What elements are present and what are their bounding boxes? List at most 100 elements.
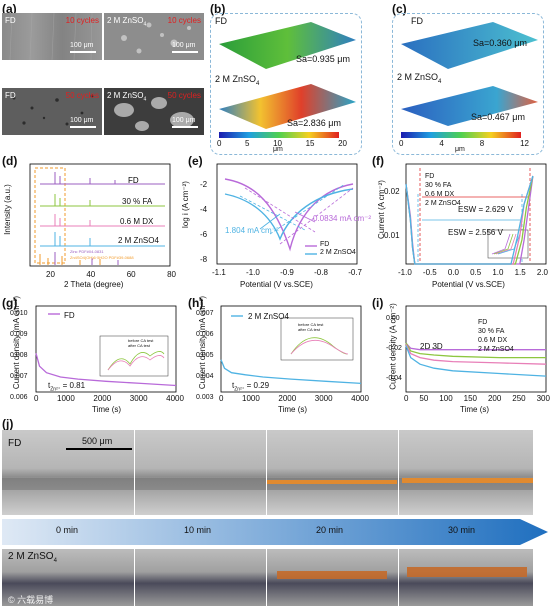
dendrite-overlay bbox=[402, 478, 533, 483]
sem-cycles-label: 50 cycles bbox=[65, 91, 99, 100]
surface-znso4-label: 2 M ZnSO4 bbox=[397, 72, 442, 85]
colorbar bbox=[401, 132, 521, 138]
series-line-fd bbox=[405, 342, 546, 351]
panel-f-label: (f) bbox=[372, 154, 384, 168]
series-line-fd bbox=[35, 353, 177, 387]
scale-bar bbox=[70, 126, 96, 128]
legend-fd: FD bbox=[478, 319, 488, 326]
x-tick: 3000 bbox=[129, 394, 148, 403]
x-tick: 40 bbox=[86, 270, 96, 279]
colorbar-tick: 0 bbox=[399, 139, 404, 148]
optical-row-znso4: 2 M ZnSO4 © 六载易博 bbox=[2, 549, 533, 606]
tzn-label: tZn²⁺ = 0.81 bbox=[48, 381, 86, 393]
lsv-xticks: -1.0 -0.5 0.0 0.5 1.0 1.5 2.0 bbox=[398, 268, 548, 277]
x-tick: 0.5 bbox=[470, 268, 482, 277]
x-tick: 1.0 bbox=[492, 268, 504, 277]
y-tick: 0.007 bbox=[10, 373, 28, 380]
sem-cycles-label: 10 cycles bbox=[65, 16, 99, 25]
xrd-legend-dx: 0.6 M DX bbox=[120, 217, 154, 226]
surface-fd bbox=[219, 22, 356, 69]
colorbar-ticks: 0 5 10 15 20 bbox=[217, 139, 347, 148]
y-tick: 0.008 bbox=[10, 352, 28, 359]
colorbar-tick: 4 bbox=[439, 139, 444, 148]
y-tick: 0.005 bbox=[196, 352, 214, 359]
dendrite-overlay bbox=[407, 567, 527, 577]
ca-yticks: 0.007 0.006 0.005 0.004 0.003 bbox=[196, 303, 214, 408]
xrd-legend-znso4: 2 M ZnSO4 bbox=[118, 236, 159, 245]
lsv-xlabel: Potential (V vs.SCE) bbox=[432, 280, 505, 289]
scale-bar bbox=[172, 126, 198, 128]
lsv-legend-znso4: 2 M ZnSO4 bbox=[425, 200, 461, 207]
scale-bar-label: 100 μm bbox=[70, 42, 94, 49]
optical-znso4-label: 2 M ZnSO4 bbox=[8, 551, 57, 564]
x-tick: -1.0 bbox=[246, 268, 260, 277]
y-tick: -6 bbox=[200, 230, 208, 239]
y-tick: 0.007 bbox=[196, 310, 214, 317]
x-tick: 50 bbox=[419, 394, 429, 403]
lsv-legend-dx: 0.6 M DX bbox=[425, 191, 455, 198]
xrd-ylabel: Intensity (a.u.) bbox=[2, 184, 12, 235]
ca-xticks: 0 1000 2000 3000 4000 bbox=[34, 394, 184, 403]
lsv-yticks: 0.02 0.01 bbox=[384, 170, 400, 258]
tafel-legend-fd: FD bbox=[320, 241, 330, 248]
eis-inset-legend: before CA test after CA test bbox=[298, 322, 324, 332]
x-tick: 2000 bbox=[93, 394, 112, 403]
legend-fa: 30 % FA bbox=[478, 328, 505, 335]
xrd-series-znso4 bbox=[40, 232, 165, 247]
panel-j-label: (j) bbox=[2, 417, 14, 431]
ca-xlabel: Time (s) bbox=[278, 405, 308, 414]
surface-fd-label: FD bbox=[215, 16, 227, 26]
x-tick: 0 bbox=[34, 394, 39, 403]
panel-d-label: (d) bbox=[2, 154, 18, 168]
x-tick: 250 bbox=[512, 394, 526, 403]
time-30: 30 min bbox=[448, 525, 476, 535]
y-tick: 0.02 bbox=[384, 187, 400, 196]
panel-i-label: (i) bbox=[372, 296, 384, 310]
tafel-xticks: -1.1 -1.0 -0.9 -0.8 -0.7 bbox=[212, 268, 362, 277]
series-line-2-m-znso4 bbox=[405, 345, 547, 377]
optical-row-fd: FD 500 μm bbox=[2, 430, 533, 515]
panel-c-label: (c) bbox=[392, 2, 407, 16]
x-tick: 1000 bbox=[242, 394, 260, 403]
x-tick: 0 bbox=[219, 394, 224, 403]
series-line-2-m-znso4 bbox=[220, 359, 362, 385]
xrd-ref2: Zn4SO4(OH)6·5H2O PDF#39-0688 bbox=[70, 255, 134, 260]
x-tick: 20 bbox=[46, 270, 55, 279]
tafel-chart bbox=[216, 163, 358, 265]
surface-fd-label: FD bbox=[411, 16, 423, 26]
legend-znso4: 2 M ZnSO4 bbox=[478, 346, 514, 353]
colorbar-tick: 10 bbox=[273, 139, 282, 148]
x-tick: -0.8 bbox=[314, 268, 328, 277]
xrd-series-dx bbox=[40, 214, 165, 227]
x-tick: 1000 bbox=[57, 394, 75, 403]
sem-fd-label: FD bbox=[5, 91, 16, 100]
x-tick: 4000 bbox=[351, 394, 369, 403]
colorbar-unit: μm bbox=[273, 146, 283, 153]
colorbar-tick: 8 bbox=[479, 139, 485, 148]
sa-label-fd: Sa=0.360 μm bbox=[473, 38, 527, 48]
ca-2d3d-legend: FD 30 % FA 0.6 M DX 2 M ZnSO4 bbox=[478, 318, 514, 354]
x-tick: 4000 bbox=[166, 394, 184, 403]
lsv-legend-fd: FD bbox=[425, 173, 435, 180]
x-tick: 300 bbox=[536, 394, 550, 403]
xrd-chart bbox=[29, 163, 171, 267]
dendrite-overlay bbox=[277, 571, 387, 579]
x-tick: 0.0 bbox=[447, 268, 459, 277]
x-tick: 1.5 bbox=[514, 268, 526, 277]
y-tick: -4 bbox=[200, 205, 208, 214]
x-tick: 3000 bbox=[314, 394, 333, 403]
y-tick: 0.003 bbox=[196, 394, 214, 401]
xrd-ref1: Zinc PDF#04-0831 bbox=[70, 249, 104, 254]
scale-bar bbox=[66, 448, 132, 450]
y-tick: 0.006 bbox=[10, 394, 28, 401]
x-tick: -0.9 bbox=[280, 268, 294, 277]
colorbar-tick: 0 bbox=[217, 139, 222, 148]
time-10: 10 min bbox=[184, 525, 212, 535]
x-tick: 2.0 bbox=[536, 268, 548, 277]
sem-znso4-label: 2 M ZnSO4 bbox=[107, 91, 147, 103]
x-tick: 200 bbox=[487, 394, 502, 403]
panel-g-label: (g) bbox=[2, 296, 18, 310]
ca-2d3d-xticks: 0 50 100 150 200 250 300 bbox=[404, 394, 550, 403]
panel-c-frame: FD Sa=0.360 μm 2 M ZnSO4 Sa=0.467 μm 0 4 8… bbox=[392, 13, 544, 155]
sem-cycles-label: 50 cycles bbox=[167, 91, 201, 100]
